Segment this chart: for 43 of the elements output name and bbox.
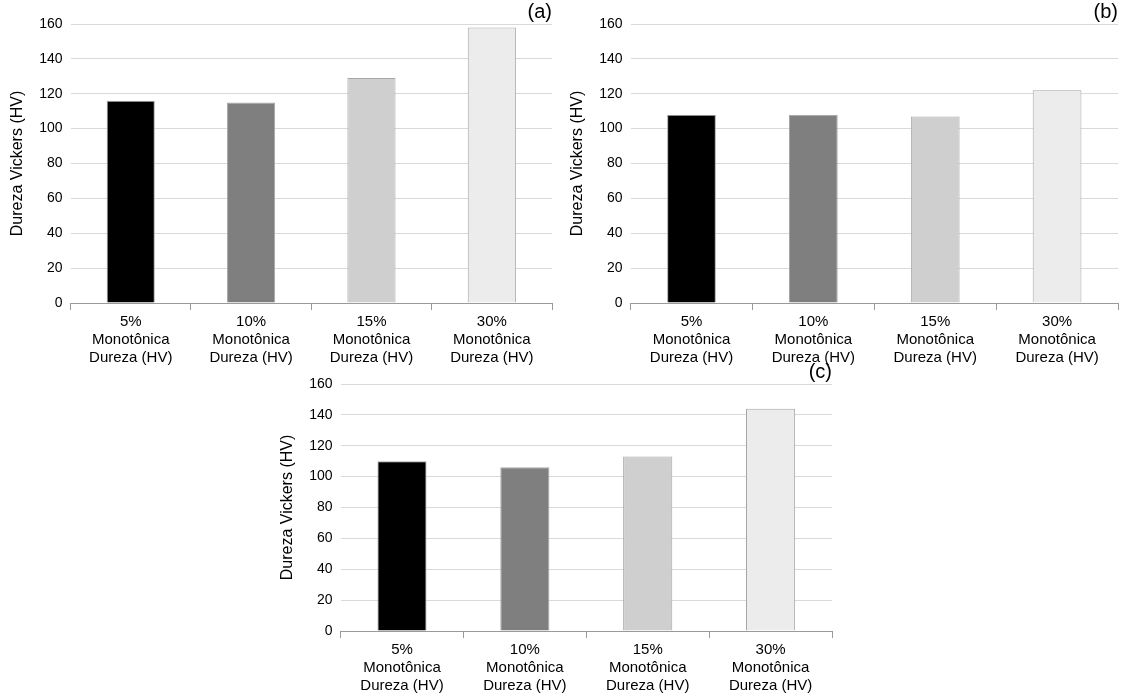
y-tick-label: 60 xyxy=(606,189,623,206)
y-tick-label: 160 xyxy=(599,14,623,31)
y-tick-label: 80 xyxy=(606,154,623,171)
y-tick-label: 100 xyxy=(39,119,63,136)
y-tick-label: 60 xyxy=(46,189,63,206)
y-axis-title: Dureza Vickers (HV) xyxy=(278,434,296,581)
y-tick-label: 40 xyxy=(46,224,63,241)
x-tick-label: 30% Monotônica Dureza (HV) xyxy=(450,312,534,366)
y-axis-title: Dureza Vickers (HV) xyxy=(568,90,586,237)
y-tick-label: 100 xyxy=(309,467,333,484)
x-tick-label: 5% Monotônica Dureza (HV) xyxy=(649,312,734,366)
y-tick-label: 160 xyxy=(39,14,63,31)
x-tick-label: 5% Monotônica Dureza (HV) xyxy=(360,640,444,694)
y-tick-label: 120 xyxy=(599,84,623,101)
x-tick-label: 15% Monotônica Dureza (HV) xyxy=(329,312,414,366)
y-tick-label: 40 xyxy=(606,224,623,241)
y-tick-label: 60 xyxy=(316,529,333,546)
y-tick-label: 140 xyxy=(39,49,63,66)
y-tick-label: 120 xyxy=(309,436,333,453)
y-tick-label: 20 xyxy=(316,590,333,607)
chart-title: (a) xyxy=(527,0,552,22)
y-tick-label: 140 xyxy=(309,405,333,422)
x-tick-label: 10% Monotônica Dureza (HV) xyxy=(483,640,567,694)
y-tick-label: 140 xyxy=(599,49,623,66)
y-tick-label: 120 xyxy=(39,84,63,101)
y-tick-label: 0 xyxy=(324,621,333,638)
x-tick-label: 30% Monotônica Dureza (HV) xyxy=(1015,312,1099,366)
y-tick-label: 20 xyxy=(46,258,63,275)
x-tick-label: 15% Monotônica Dureza (HV) xyxy=(606,640,690,694)
y-tick-label: 160 xyxy=(309,374,333,391)
x-tick-label: 10% Monotônica Dureza (HV) xyxy=(209,312,293,366)
y-tick-label: 40 xyxy=(316,560,333,577)
chart-title: (b) xyxy=(1093,0,1118,22)
y-tick-label: 80 xyxy=(316,498,333,515)
y-tick-label: 20 xyxy=(606,258,623,275)
y-axis-title: Dureza Vickers (HV) xyxy=(8,90,26,237)
x-tick-label: 5% Monotônica Dureza (HV) xyxy=(89,312,173,366)
x-tick-label: 15% Monotônica Dureza (HV) xyxy=(893,312,977,366)
y-tick-label: 0 xyxy=(614,293,623,310)
y-tick-label: 0 xyxy=(54,293,63,310)
y-tick-label: 80 xyxy=(46,154,63,171)
y-tick-label: 100 xyxy=(599,119,623,136)
x-tick-label: 30% Monotônica Dureza (HV) xyxy=(728,640,813,694)
